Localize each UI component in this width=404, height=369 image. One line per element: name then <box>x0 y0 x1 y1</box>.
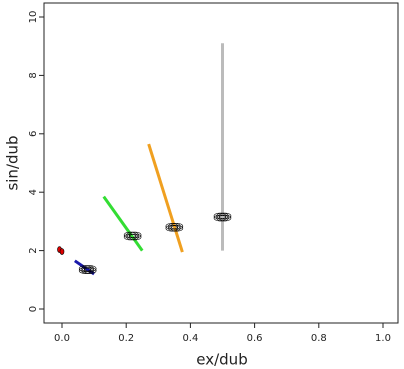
point-ring <box>126 231 139 239</box>
point-ring <box>78 267 92 274</box>
y-tick-label: 6 <box>28 131 39 137</box>
point-ring <box>213 214 227 222</box>
y-tick-label: 4 <box>28 189 39 195</box>
x-tick-label: 0.0 <box>54 333 70 344</box>
point-ring <box>128 233 142 241</box>
segment <box>102 195 144 252</box>
point-cluster <box>57 246 65 255</box>
y-tick-label: 0 <box>28 306 39 312</box>
y-tick-label: 8 <box>28 72 39 78</box>
segment <box>147 143 184 253</box>
y-tick-label: 2 <box>28 247 39 253</box>
x-tick-label: 0.6 <box>247 333 263 344</box>
point-ring <box>83 267 97 274</box>
point-cluster <box>213 212 232 222</box>
x-tick-label: 1.0 <box>375 333 391 344</box>
point-ring <box>81 265 94 272</box>
point-ring <box>216 212 229 220</box>
point-ring <box>59 248 65 255</box>
point-ring <box>123 233 137 241</box>
point-ring <box>165 224 179 232</box>
point-ring <box>170 224 184 232</box>
x-tick-label: 0.8 <box>311 333 327 344</box>
plot-box <box>43 2 399 324</box>
point-cluster <box>123 231 142 241</box>
x-tick-label: 0.2 <box>118 333 134 344</box>
x-tick-label: 0.4 <box>182 333 198 344</box>
y-axis-title: sin/dub <box>4 135 22 190</box>
point-ring <box>218 214 232 222</box>
y-tick-label: 10 <box>28 11 39 24</box>
point-cluster <box>78 265 97 274</box>
point-ring <box>168 222 181 230</box>
point-cluster <box>165 222 184 232</box>
x-axis-title: ex/dub <box>196 351 247 369</box>
